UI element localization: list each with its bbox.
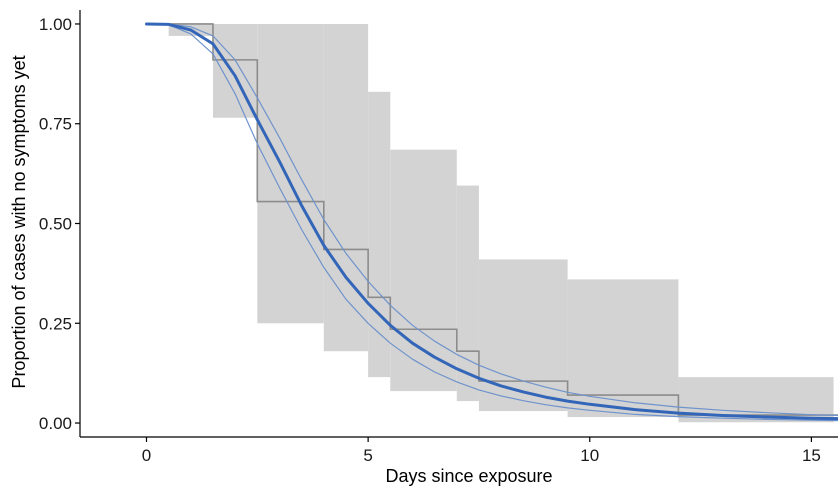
y-tick-label-2: 0.50 (39, 215, 72, 234)
ci-band-segment-7 (478, 259, 568, 412)
fit-layer (145, 22, 838, 422)
ci-band-segment-6 (456, 185, 479, 402)
fit-lower-ci-line (145, 23, 838, 422)
fit-upper-ci-line (145, 23, 838, 417)
fit-line (145, 22, 838, 421)
y-tick-label-1: 0.25 (39, 314, 72, 333)
y-axis-title: Proportion of cases with no symptoms yet (9, 55, 29, 388)
ci-band-segment-3 (323, 23, 369, 352)
ci-band-segment-8 (567, 279, 679, 418)
y-tick-label-4: 1.00 (39, 15, 72, 34)
ci-band-segment-4 (368, 91, 391, 378)
tick-layer: 0 5 10 15 0.00 0.25 0.50 0.75 1.00 (39, 15, 821, 465)
x-axis-title: Days since exposure (385, 466, 552, 486)
ci-band-segment-5 (390, 149, 457, 392)
ci-band-segment-2 (257, 23, 324, 324)
x-tick-label-1: 5 (363, 446, 372, 465)
x-tick-label-2: 10 (580, 446, 599, 465)
y-tick-label-3: 0.75 (39, 115, 72, 134)
x-tick-label-0: 0 (142, 446, 151, 465)
confidence-band (168, 23, 834, 423)
y-tick-label-0: 0.00 (39, 414, 72, 433)
x-tick-label-3: 15 (802, 446, 821, 465)
